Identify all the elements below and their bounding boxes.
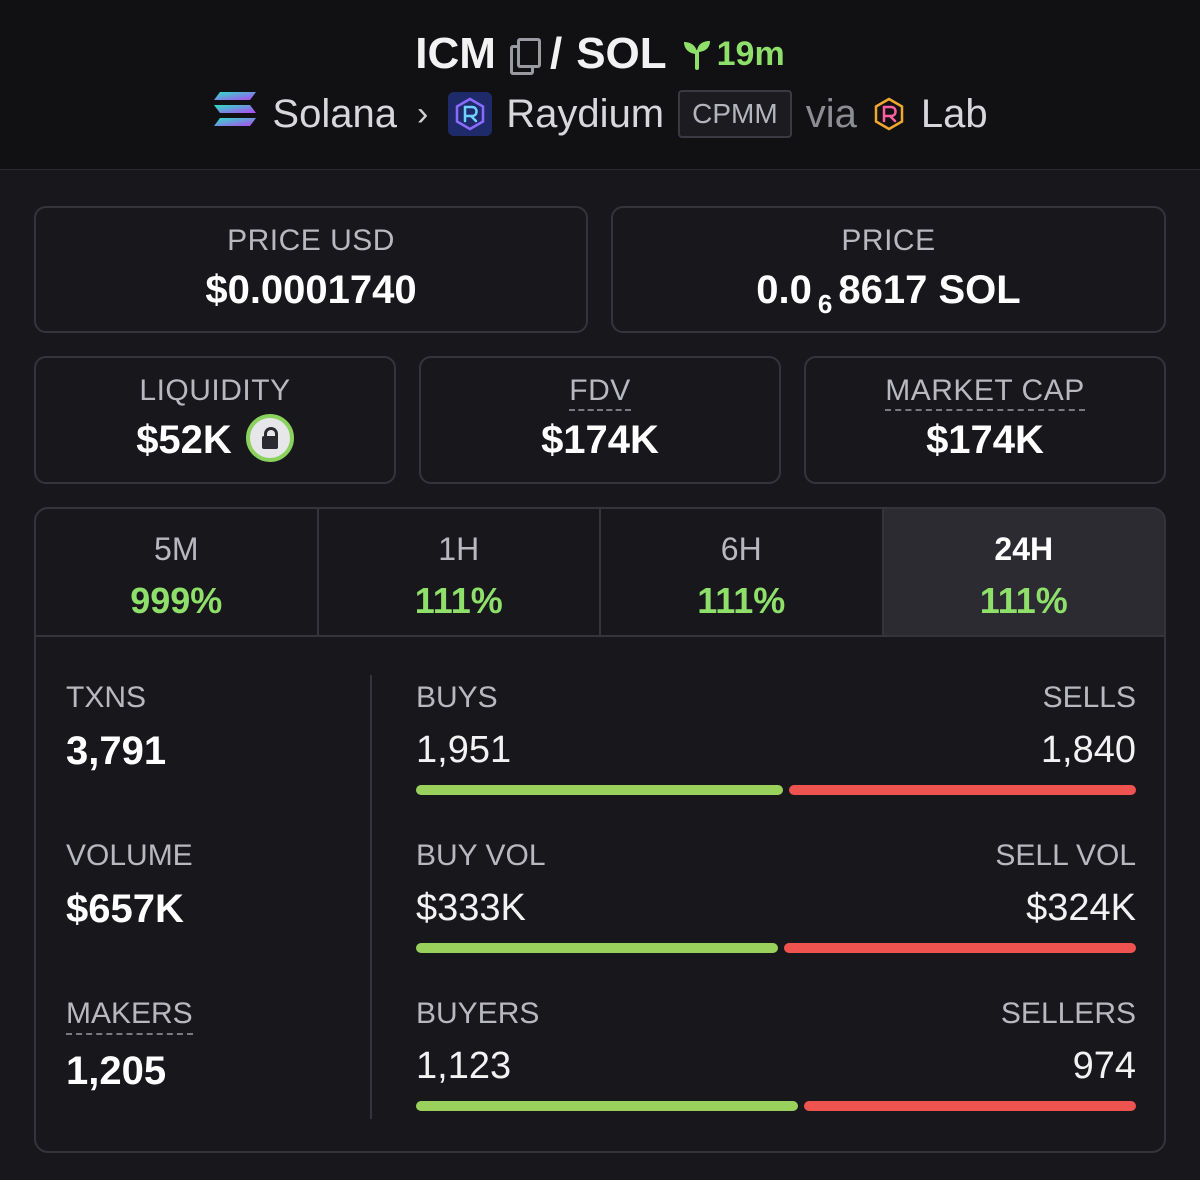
tab-1h[interactable]: 1H 111% <box>319 509 601 635</box>
pool-type-badge: CPMM <box>678 90 792 138</box>
buys-bar <box>416 785 783 795</box>
dex-link[interactable]: Raydium <box>506 91 665 136</box>
liquidity-card: LIQUIDITY $52K <box>34 356 396 484</box>
fdv-label[interactable]: FDV <box>569 374 631 411</box>
sell-vol-bar <box>784 943 1136 953</box>
volume-label: VOLUME <box>66 839 193 872</box>
makers-split: BUYERS SELLERS 1,123 974 <box>416 997 1136 1151</box>
price-usd-label: PRICE USD <box>227 224 395 257</box>
sellers-bar <box>804 1101 1136 1111</box>
price-native-value: 0.0 6 8617 SOL <box>613 268 1164 320</box>
tab-label: 6H <box>720 531 762 567</box>
sell-vol-value: $324K <box>1026 887 1136 929</box>
tab-change: 111% <box>979 580 1068 621</box>
tab-5m[interactable]: 5M 999% <box>36 509 319 635</box>
buy-vol-bar <box>416 943 778 953</box>
tab-label: 5M <box>154 531 199 567</box>
volume-split: BUY VOL SELL VOL $333K $324K <box>416 839 1136 997</box>
raydium-icon <box>448 92 493 136</box>
lock-icon[interactable] <box>245 414 294 463</box>
tab-24h[interactable]: 24H 111% <box>883 509 1164 635</box>
price-usd-card: PRICE USD $0.0001740 <box>34 206 588 333</box>
tab-change: 111% <box>414 580 503 621</box>
chevron-right-icon: › <box>416 94 429 133</box>
pair-age: 19m <box>681 35 785 74</box>
sells-bar <box>789 785 1136 795</box>
market-cap-value: $174K <box>926 418 1044 462</box>
column-divider <box>370 675 372 1119</box>
liquidity-label: LIQUIDITY <box>139 374 291 407</box>
txns-split: BUYS SELLS 1,951 1,840 <box>416 681 1136 839</box>
timeframe-tabs: 5M 999% 1H 111% 6H 111% 24H 111% <box>36 509 1164 637</box>
split-column: BUYS SELLS 1,951 1,840 BUY VOL SELL VOL … <box>416 681 1136 1151</box>
age-text: 19m <box>716 34 785 73</box>
tab-label: 24H <box>994 531 1054 567</box>
txns-metric: TXNS 3,791 <box>66 681 366 839</box>
buys-label: BUYS <box>416 681 498 714</box>
sellers-label: SELLERS <box>1000 997 1136 1030</box>
buyers-bar <box>416 1101 798 1111</box>
txns-label: TXNS <box>66 681 147 714</box>
via-label: via <box>805 91 857 136</box>
sell-vol-label: SELL VOL <box>995 839 1136 872</box>
makers-metric: MAKERS 1,205 <box>66 997 366 1151</box>
pair-title: ICM / SOL 19m <box>0 26 1200 82</box>
fdv-card: FDV $174K <box>419 356 781 484</box>
price-native-label: PRICE <box>841 224 936 257</box>
market-cap-card: MARKET CAP $174K <box>804 356 1166 484</box>
sells-label: SELLS <box>1042 681 1136 714</box>
price-digits: 8617 <box>838 268 928 312</box>
buyers-label: BUYERS <box>416 997 540 1030</box>
tab-6h[interactable]: 6H 111% <box>601 509 884 635</box>
sells-value: 1,840 <box>1040 729 1136 771</box>
price-unit: SOL <box>938 268 1021 312</box>
market-cap-label[interactable]: MARKET CAP <box>885 374 1085 411</box>
fdv-value: $174K <box>541 418 659 462</box>
pair-separator: / <box>549 29 563 78</box>
volume-value: $657K <box>66 887 184 931</box>
stats-panel: 5M 999% 1H 111% 6H 111% 24H 111% TXNS 3,… <box>34 507 1166 1153</box>
breadcrumb: Solana › Raydium CPMM via Lab <box>0 86 1200 142</box>
buys-value: 1,951 <box>416 729 512 771</box>
tab-change: 111% <box>697 580 786 621</box>
totals-column: TXNS 3,791 VOLUME $657K MAKERS 1,205 <box>66 681 366 1151</box>
base-token: ICM <box>415 29 496 78</box>
price-prefix: 0.0 <box>756 268 812 312</box>
volume-metric: VOLUME $657K <box>66 839 366 997</box>
seedling-icon <box>681 38 713 70</box>
liquidity-value-row: $52K <box>36 414 394 466</box>
solana-icon <box>212 90 258 138</box>
txns-value: 3,791 <box>66 729 167 773</box>
makers-value: 1,205 <box>66 1049 167 1093</box>
chain-link[interactable]: Solana <box>272 91 397 136</box>
price-zero-count: 6 <box>817 289 833 319</box>
tab-label: 1H <box>438 531 480 567</box>
makers-label[interactable]: MAKERS <box>66 997 193 1035</box>
buy-vol-label: BUY VOL <box>416 839 546 872</box>
buy-vol-value: $333K <box>416 887 526 929</box>
launchpad-link[interactable]: Lab <box>920 91 988 136</box>
copy-icon[interactable] <box>508 37 541 75</box>
buyers-value: 1,123 <box>416 1045 512 1087</box>
price-native-card: PRICE 0.0 6 8617 SOL <box>611 206 1166 333</box>
lab-icon <box>871 96 907 132</box>
price-usd-value: $0.0001740 <box>205 268 417 312</box>
quote-token: SOL <box>576 29 667 78</box>
tab-change: 999% <box>130 580 223 621</box>
sellers-value: 974 <box>1072 1045 1136 1087</box>
liquidity-value: $52K <box>136 418 232 462</box>
pair-header: ICM / SOL 19m <box>0 0 1200 170</box>
